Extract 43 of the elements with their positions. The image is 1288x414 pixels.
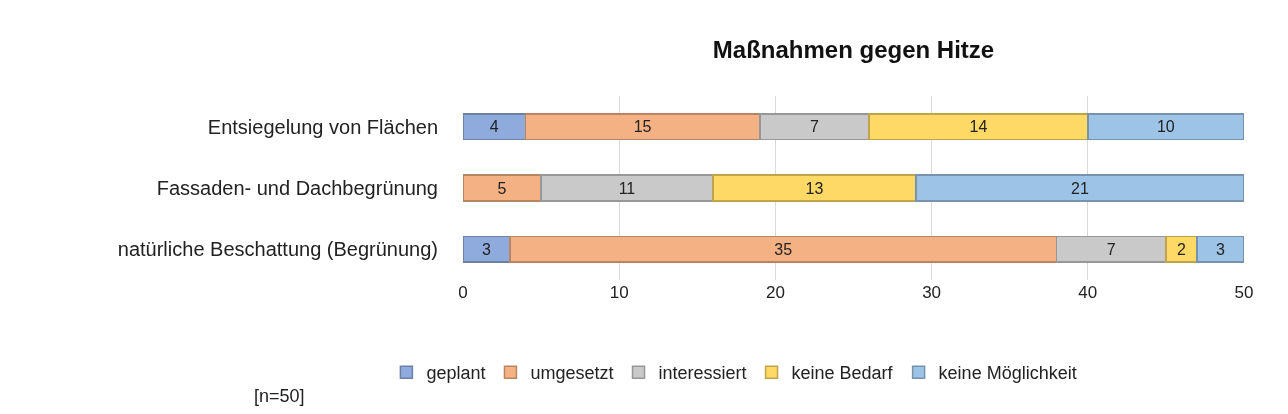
bar	[524, 113, 761, 141]
data-label: 21	[1071, 179, 1089, 197]
data-label: 3	[481, 240, 491, 258]
data-label: 14	[969, 118, 988, 136]
text: [n=50]	[254, 386, 305, 406]
data-label: 4	[489, 118, 499, 136]
bar	[712, 174, 917, 202]
bar	[463, 235, 511, 263]
bar	[509, 235, 1058, 263]
bar	[1055, 235, 1167, 263]
data-label: 35	[774, 240, 793, 258]
bar	[915, 174, 1244, 202]
y-tick-label: natürliche Beschattung (Begrünung)	[117, 238, 438, 261]
data-label: 13	[805, 179, 824, 197]
data-label: 10	[1156, 118, 1175, 136]
legend-label: umgesetzt	[530, 363, 614, 384]
bar	[868, 113, 1089, 141]
chart-title: Maßnahmen gegen Hitze	[712, 36, 995, 64]
x-tick-label: 20	[765, 283, 785, 302]
bar	[1196, 235, 1244, 263]
data-label: 5	[497, 179, 507, 197]
legend-label: geplant	[426, 363, 486, 384]
data-label: 7	[809, 118, 819, 136]
bar	[463, 113, 527, 141]
y-tick-label: Entsiegelung von Flächen	[207, 115, 438, 138]
x-tick-label: 30	[922, 283, 942, 302]
y-tick-label: Fassaden- und Dachbegrünung	[156, 177, 438, 199]
data-label: 7	[1106, 240, 1116, 258]
x-tick-label: 10	[609, 283, 629, 302]
bar	[1087, 113, 1244, 141]
legend-label: keine Möglichkeit	[938, 363, 1077, 384]
data-label: 15	[633, 118, 652, 136]
x-tick-label: 0	[458, 283, 468, 302]
x-tick-label: 50	[1234, 283, 1254, 302]
bar	[759, 113, 870, 141]
bar	[540, 174, 714, 202]
x-tick-label: 40	[1078, 283, 1098, 302]
data-label: 2	[1177, 240, 1187, 258]
data-label: 11	[618, 179, 636, 197]
legend-label: keine Bedarf	[791, 363, 894, 384]
bar	[463, 174, 542, 202]
legend-label: interessiert	[658, 363, 747, 384]
data-label: 3	[1216, 240, 1226, 258]
